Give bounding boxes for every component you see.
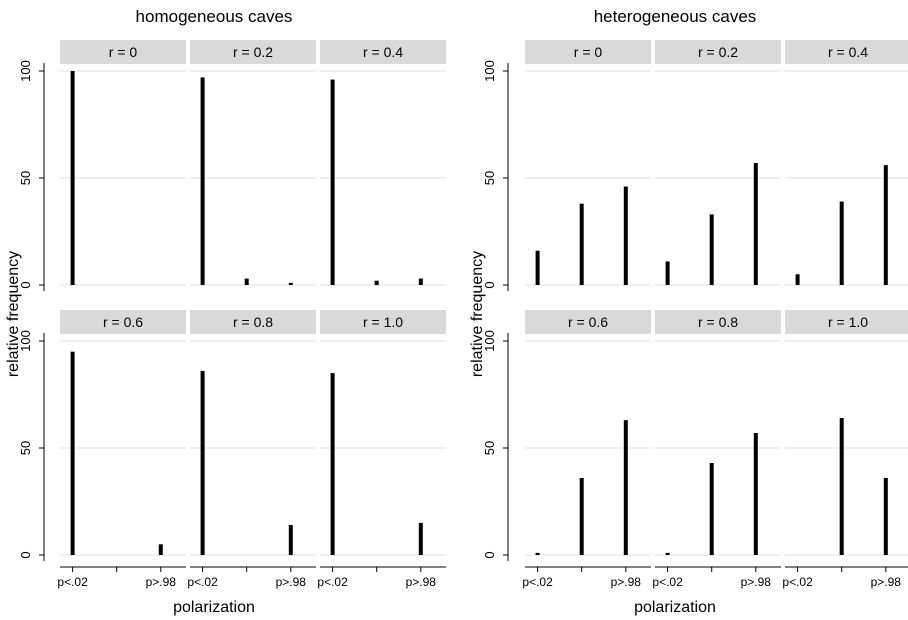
bar: [418, 522, 423, 555]
panel-strip: [785, 310, 908, 334]
y-tick-label: 100: [18, 60, 33, 82]
y-tick-label: 0: [18, 281, 33, 288]
panel-strip-label: r = 0.2: [233, 44, 273, 60]
y-tick-label: 50: [482, 441, 497, 455]
bar: [883, 165, 888, 285]
bar: [709, 214, 714, 285]
chart-title: homogeneous caves: [136, 7, 293, 26]
panel-strip-label: r = 0.8: [233, 314, 273, 330]
panel-strip-label: r = 0.6: [103, 314, 143, 330]
bar: [753, 163, 758, 285]
y-tick-label: 0: [18, 551, 33, 558]
y-axis-title: relative frequency: [469, 251, 486, 377]
bar: [753, 433, 758, 555]
x-axis-title: polarization: [173, 599, 255, 616]
x-tick-label: p<.02: [652, 575, 683, 589]
x-tick-label: p>.98: [276, 575, 307, 589]
x-tick-label: p<.02: [522, 575, 553, 589]
bar: [535, 250, 540, 285]
panel-strip-label: r = 1.0: [363, 314, 403, 330]
y-tick-label: 50: [18, 171, 33, 185]
bar: [418, 278, 423, 285]
panel-strip-label: r = 1.0: [828, 314, 868, 330]
bar: [709, 462, 714, 555]
bar: [883, 477, 888, 555]
bar: [70, 351, 75, 555]
panel-strip: [320, 310, 446, 334]
bar: [665, 261, 670, 285]
panel-strip: [525, 310, 651, 334]
bar: [244, 278, 249, 285]
panel-strip-label: r = 0.8: [698, 314, 738, 330]
x-tick-label: p>.98: [406, 575, 437, 589]
bar: [839, 418, 844, 555]
panel-strip-label: r = 0.4: [363, 44, 403, 60]
bar: [795, 274, 800, 285]
x-tick-label: p>.98: [871, 575, 902, 589]
x-tick-label: p<.02: [317, 575, 348, 589]
y-tick-label: 100: [18, 330, 33, 352]
x-tick-label: p<.02: [782, 575, 813, 589]
x-tick-label: p>.98: [741, 575, 772, 589]
panel-strip: [655, 310, 781, 334]
x-tick-label: p>.98: [611, 575, 642, 589]
bar: [623, 420, 628, 555]
panel-strip: [190, 40, 316, 64]
bar: [665, 552, 670, 555]
panel-strip: [60, 40, 186, 64]
bar: [330, 79, 335, 285]
bar: [288, 525, 293, 555]
bar: [374, 280, 379, 285]
x-axis-title: polarization: [634, 599, 716, 616]
panel-strip-label: r = 0.6: [568, 314, 608, 330]
bar: [535, 552, 540, 555]
y-tick-label: 0: [482, 281, 497, 288]
bar: [200, 370, 205, 555]
panel-strip: [320, 40, 446, 64]
bar: [330, 373, 335, 555]
bar: [288, 282, 293, 285]
panel-strip-label: r = 0: [574, 44, 603, 60]
panel-strip: [655, 40, 781, 64]
y-tick-label: 50: [482, 171, 497, 185]
bar: [839, 201, 844, 285]
x-tick-label: p<.02: [57, 575, 88, 589]
y-tick-label: 100: [482, 60, 497, 82]
panel-strip-label: r = 0.4: [828, 44, 868, 60]
panel-strip: [525, 40, 651, 64]
y-axis-title: relative frequency: [5, 251, 22, 377]
panel-strip-label: r = 0.2: [698, 44, 738, 60]
bar: [579, 477, 584, 555]
y-tick-label: 0: [482, 551, 497, 558]
x-tick-label: p<.02: [187, 575, 218, 589]
panel-strip-label: r = 0: [109, 44, 138, 60]
y-tick-label: 50: [18, 441, 33, 455]
panel-strip: [785, 40, 908, 64]
bar: [158, 544, 163, 555]
bar: [579, 203, 584, 285]
panel-strip: [60, 310, 186, 334]
chart-title: heterogeneous caves: [594, 7, 757, 26]
panel-strip: [190, 310, 316, 334]
x-tick-label: p>.98: [146, 575, 177, 589]
y-tick-label: 100: [482, 330, 497, 352]
bar: [623, 186, 628, 285]
bar: [200, 77, 205, 285]
bar: [70, 71, 75, 285]
